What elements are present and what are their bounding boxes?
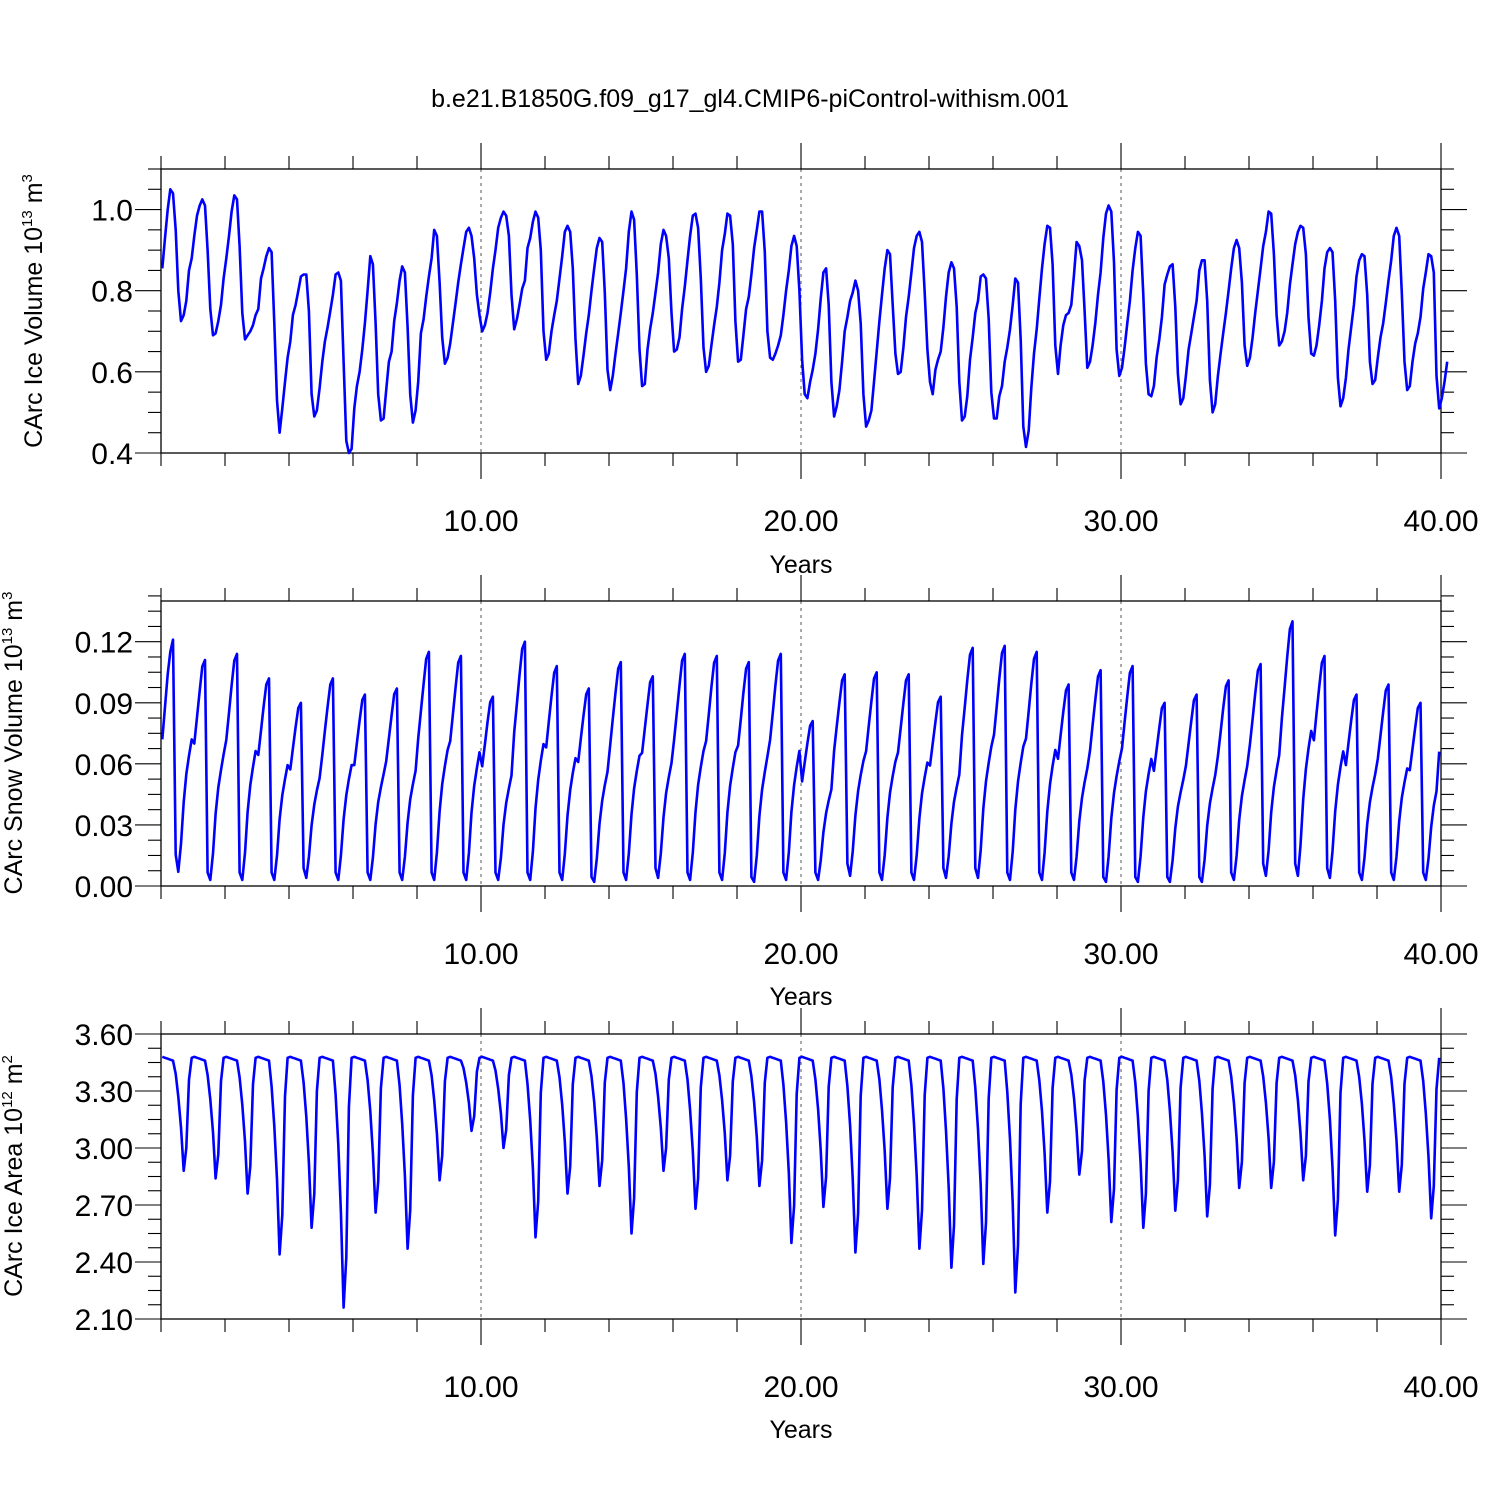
- snow-volume-x-tick-label: 20.00: [763, 938, 838, 971]
- snow-volume-xlabel: Years: [769, 983, 832, 1011]
- ice-volume-ylabel: CArc Ice Volume 1013 m3: [19, 174, 48, 448]
- ice-area-x-tick-label: 30.00: [1083, 1371, 1158, 1404]
- ice-area-x-tick-label: 10.00: [443, 1371, 518, 1404]
- ice-volume-y-tick-label: 0.6: [91, 357, 133, 390]
- snow-volume-y-tick-label: 0.00: [75, 871, 133, 904]
- snow-volume-y-tick-label: 0.12: [75, 627, 133, 660]
- snow-volume-y-tick-label: 0.06: [75, 749, 133, 782]
- ice-area-series-line: [161, 1055, 1441, 1309]
- ice-area-x-tick-label: 20.00: [763, 1371, 838, 1404]
- ice-volume-y-tick-label: 0.8: [91, 276, 133, 309]
- ice-area-y-tick-label: 2.10: [75, 1304, 133, 1337]
- snow-volume-x-tick-label: 40.00: [1403, 938, 1478, 971]
- snow-volume-y-tick-label: 0.09: [75, 688, 133, 721]
- ice-volume-x-tick-label: 30.00: [1083, 505, 1158, 538]
- snow-volume-series-line: [161, 620, 1441, 884]
- ice-area-y-tick-label: 3.00: [75, 1133, 133, 1166]
- snow-volume-y-tick-label: 0.03: [75, 810, 133, 843]
- ice-volume-x-tick-label: 40.00: [1403, 505, 1478, 538]
- ice-area-y-tick-label: 2.70: [75, 1190, 133, 1223]
- ice-volume-y-tick-label: 1.0: [91, 195, 133, 228]
- ice-volume-xlabel: Years: [769, 551, 832, 579]
- ice-area-xlabel: Years: [769, 1416, 832, 1444]
- ice-volume-y-tick-label: 0.4: [91, 438, 133, 471]
- snow-volume-x-tick-label: 30.00: [1083, 938, 1158, 971]
- ice-area-y-tick-label: 3.60: [75, 1019, 133, 1052]
- snow-volume-x-tick-label: 10.00: [443, 938, 518, 971]
- ice-area-panel: Years CArc Ice Area 1012 m2 10.00 20.00 30…: [0, 1008, 1479, 1444]
- ice-volume-series-line: [161, 188, 1449, 455]
- ice-area-y-tick-label: 2.40: [75, 1247, 133, 1280]
- figure-title: b.e21.B1850G.f09_g17_gl4.CMIP6-piControl…: [431, 85, 1069, 113]
- ice-volume-x-tick-label: 20.00: [763, 505, 838, 538]
- ice-volume-panel: Years CArc Ice Volume 1013 m3 10.00 20.00…: [19, 143, 1479, 579]
- ice-area-ylabel: CArc Ice Area 1012 m2: [0, 1055, 28, 1297]
- snow-volume-panel: Years CArc Snow Volume 1013 m3 10.00 20.0…: [0, 575, 1479, 1011]
- ice-area-y-tick-label: 3.30: [75, 1076, 133, 1109]
- snow-volume-ylabel: CArc Snow Volume 1013 m3: [0, 592, 28, 895]
- ice-volume-x-tick-label: 10.00: [443, 505, 518, 538]
- ice-area-x-tick-label: 40.00: [1403, 1371, 1478, 1404]
